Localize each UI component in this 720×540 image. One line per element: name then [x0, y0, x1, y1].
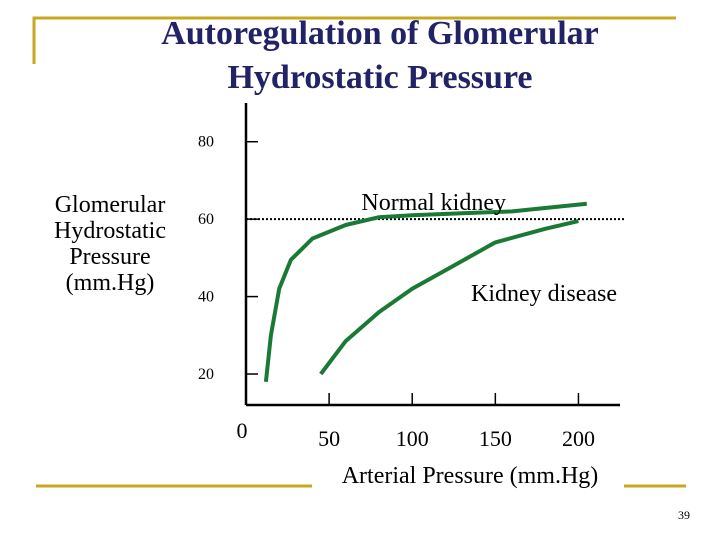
- series-group: [263, 201, 588, 383]
- y-tick-label: 40: [198, 289, 214, 306]
- x-axis-ticks: 0 50 100 150 200: [237, 393, 595, 451]
- x-tick-label: 200: [562, 426, 595, 451]
- series-label-normal-kidney: Normal kidney: [361, 190, 506, 216]
- y-tick-label: 80: [198, 134, 214, 151]
- series-label-kidney-disease: Kidney disease: [471, 281, 617, 307]
- y-axis-title-line: Hydrostatic: [54, 218, 166, 244]
- y-axis-title-line: Glomerular: [54, 192, 166, 218]
- series-line-normal-kidney: [263, 201, 588, 383]
- y-tick-label: 20: [198, 366, 214, 383]
- x-tick-label: 0: [237, 418, 248, 443]
- x-tick-label: 150: [479, 426, 512, 451]
- x-tick-label: 50: [318, 426, 340, 451]
- y-axis-title-line: Pressure: [69, 244, 151, 270]
- y-axis-title-line: (mm.Hg): [65, 270, 155, 296]
- y-axis-title: Glomerular Hydrostatic Pressure (mm.Hg): [30, 192, 190, 296]
- x-tick-label: 100: [396, 426, 429, 451]
- slide-title: Autoregulation of Glomerular Hydrostatic…: [161, 15, 599, 96]
- y-tick-label: 60: [198, 211, 214, 228]
- y-axis-ticks: 20 40 60 80: [198, 134, 258, 383]
- series-line-kidney-disease: [319, 219, 579, 376]
- x-axis-title: Arterial Pressure (mm.Hg): [341, 463, 599, 489]
- page-number: 39: [678, 508, 690, 522]
- title-corner-bracket: [32, 16, 676, 64]
